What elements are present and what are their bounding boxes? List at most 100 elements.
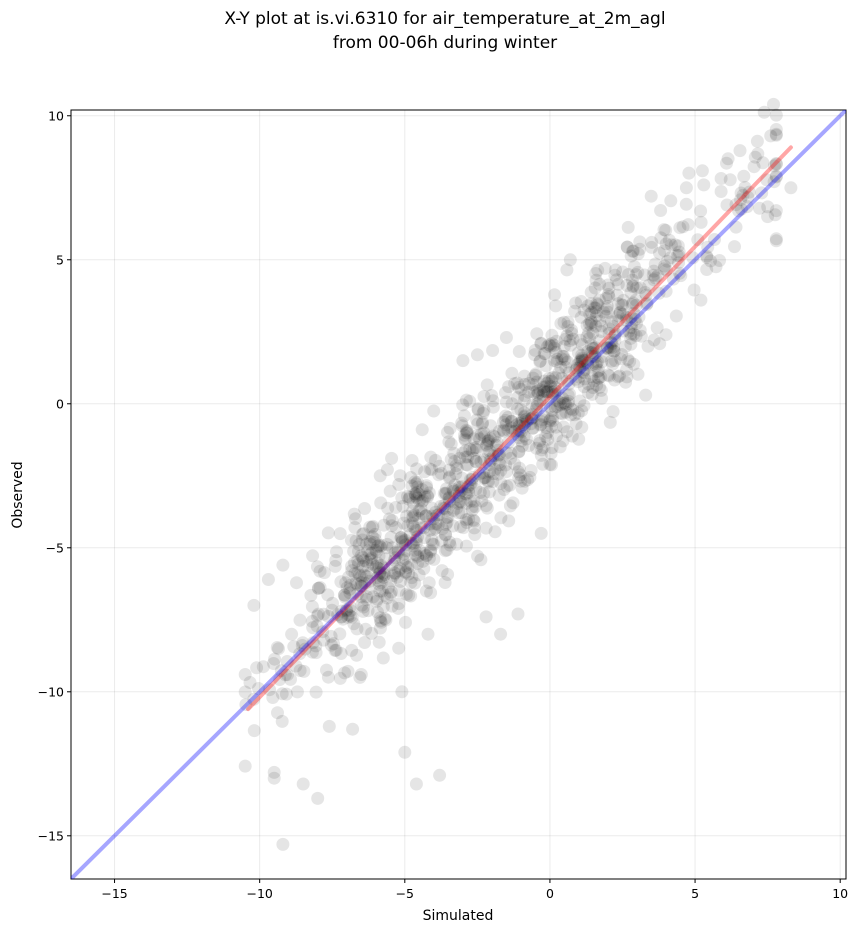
scatter-point [704,254,717,268]
scatter-point [630,317,643,331]
scatter-point [537,410,551,423]
scatter-point [550,399,564,413]
scatter-point [530,400,544,414]
scatter-point [619,375,633,389]
scatter-point [741,190,755,204]
scatter-point [666,272,680,286]
scatter-point [366,519,380,533]
scatter-point [681,218,695,232]
regression-line [246,145,793,712]
scatter-point [512,444,526,458]
scatter-point [467,451,481,465]
scatter-point [410,475,424,489]
scatter-point [611,314,625,328]
scatter-point [412,568,426,582]
scatter-point [358,502,372,515]
scatter-point [403,490,417,504]
scatter-point [348,556,361,570]
scatter-point [385,519,399,533]
scatter-point [633,242,647,256]
scatter-point [430,508,444,522]
scatter-point [525,412,538,426]
scatter-point [486,429,500,443]
scatter-point [533,394,547,408]
scatter-point [679,181,693,195]
scatter-point [384,530,398,544]
scatter-point [370,571,384,585]
scatter-point [346,722,360,736]
scatter-point [480,439,494,453]
scatter-point [453,520,467,534]
scatter-point [554,406,568,420]
scatter-point [385,599,399,613]
scatter-point [409,477,423,491]
scatter-point [528,348,542,362]
scatter-point [510,376,524,390]
scatter-point [280,655,294,668]
scatter-point [438,544,452,558]
scatter-point [664,194,678,208]
scatter-point [568,304,582,318]
scatter-point [557,339,571,353]
scatter-point [266,691,280,704]
scatter-point [589,305,603,319]
scatter-point [463,442,477,456]
scatter-point [671,239,685,253]
scatter-point [583,331,596,345]
scatter-point [338,588,352,602]
scatter-point [486,394,500,408]
scatter-point [518,377,532,391]
scatter-point [458,432,472,446]
scatter-point [481,474,495,488]
scatter-point [590,309,603,323]
scatter-point [453,451,467,465]
scatter-point [534,337,548,351]
scatter-point [483,444,496,458]
scatter-point [443,421,457,435]
scatter-point [499,331,513,344]
scatter-point [633,323,647,337]
scatter-point [508,457,522,471]
scatter-point [403,528,417,542]
scatter-point [351,578,365,592]
scatter-point [340,581,354,595]
scatter-point [324,638,338,652]
scatter-point [500,479,514,493]
scatter-point [343,600,357,614]
scatter-point [375,584,389,598]
scatter-point [546,414,560,428]
scatter-point [575,355,589,368]
scatter-point [460,426,474,440]
scatter-point [370,556,384,570]
scatter-point [550,355,564,369]
scatter-point [459,450,472,464]
scatter-point [427,538,441,551]
scatter-point [321,588,335,602]
scatter-point [520,414,534,428]
scatter-point [374,615,388,629]
y-tick-label: −5 [46,540,64,555]
scatter-point [467,432,481,446]
scatter-point [548,387,562,401]
scatter-point [575,338,589,352]
scatter-point [514,425,528,439]
scatter-point [405,516,419,530]
scatter-point [602,305,615,319]
scatter-point [239,698,253,711]
scatter-point [463,394,477,408]
scatter-point [377,561,391,575]
scatter-point [569,363,583,377]
scatter-point [345,610,359,624]
scatter-point [624,331,638,345]
scatter-point [459,496,473,510]
scatter-point [399,587,413,601]
scatter-point [398,538,412,552]
scatter-point [611,297,625,311]
scatter-point [588,350,602,364]
scatter-point [654,204,668,217]
scatter-point [471,417,485,431]
scatter-point [769,232,783,246]
scatter-point [695,164,709,178]
scatter-point [487,467,501,481]
scatter-point [461,450,474,464]
